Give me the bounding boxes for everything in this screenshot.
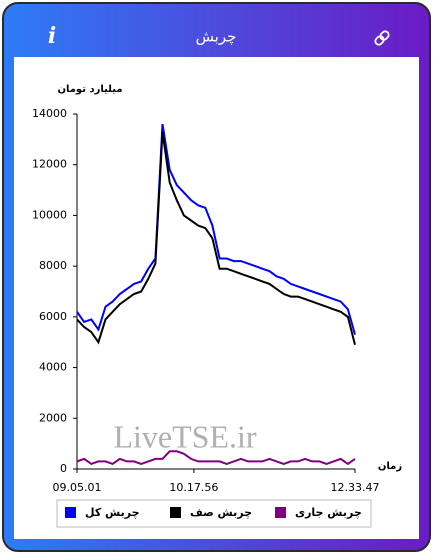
y-tick-label: 12000	[32, 158, 67, 171]
legend-swatch	[65, 507, 76, 518]
info-button[interactable]: i	[48, 23, 56, 49]
y-axis-label: میلیارد تومان	[57, 84, 122, 95]
legend-swatch	[275, 507, 286, 518]
y-tick-label: 0	[60, 462, 67, 475]
y-tick-label: 14000	[32, 107, 67, 120]
y-tick-label: 4000	[39, 361, 67, 374]
watermark: LiveTSE.ir	[113, 418, 256, 454]
series-line	[76, 123, 356, 335]
legend-swatch	[170, 507, 181, 518]
header-title: چربش	[196, 28, 237, 46]
y-tick-label: 10000	[32, 208, 67, 221]
series-line	[76, 131, 356, 346]
link-button[interactable]	[374, 30, 390, 46]
x-tick-label: 09.05.01	[53, 481, 102, 494]
y-tick-label: 8000	[39, 259, 67, 272]
x-axis-label: زمان	[378, 461, 402, 472]
chart-area	[14, 57, 419, 539]
link-icon	[379, 30, 390, 41]
series-line	[76, 450, 356, 466]
link-icon	[374, 35, 385, 46]
y-tick-label: 2000	[39, 411, 67, 424]
y-tick-label: 6000	[39, 310, 67, 323]
legend-box	[56, 499, 372, 528]
x-tick-label: 10.17.56	[169, 481, 218, 494]
legend-label: چربش کل	[85, 506, 140, 519]
legend-label: چربش صف	[190, 506, 252, 519]
legend-label: چربش جاری	[295, 506, 362, 519]
x-tick-label: 12.33.47	[331, 481, 380, 494]
